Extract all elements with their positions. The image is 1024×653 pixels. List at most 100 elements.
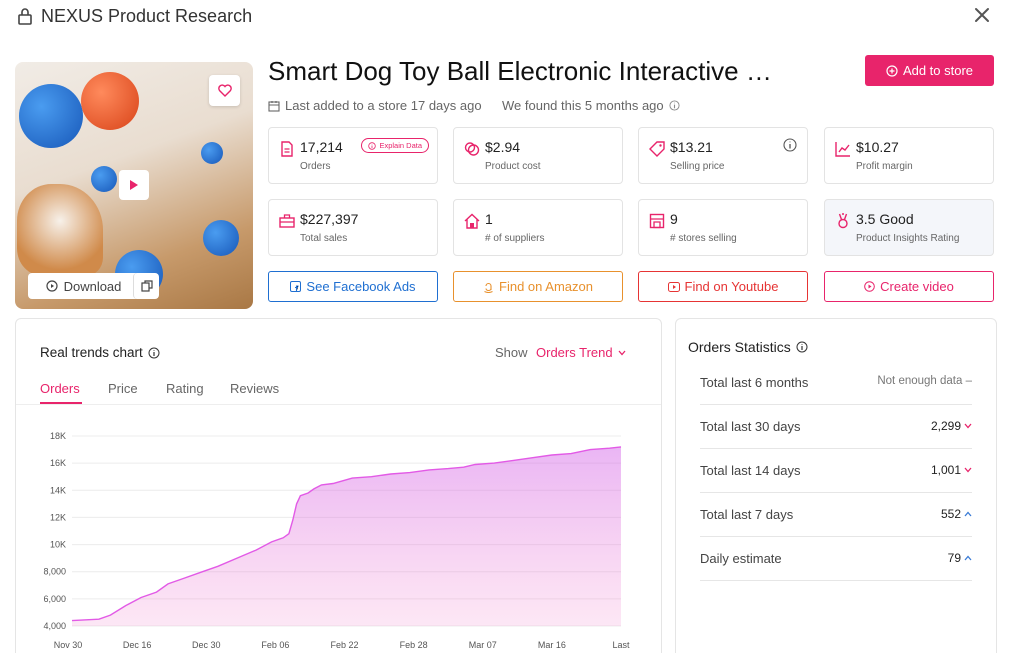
- copy-icon: [140, 280, 153, 292]
- metric-label: Product cost: [485, 161, 541, 172]
- see-facebook-ads-button[interactable]: See Facebook Ads: [268, 271, 438, 302]
- found-text: We found this 5 months ago: [502, 98, 664, 113]
- find-on-amazon-button[interactable]: Find on Amazon: [453, 271, 623, 302]
- stat-value: Not enough data –: [877, 375, 972, 387]
- orders-area: [72, 446, 621, 626]
- metric-card-insights-rating: 3.5 Good Product Insights Rating: [824, 199, 994, 256]
- metric-value: 1: [485, 211, 493, 227]
- product-title: Smart Dog Toy Ball Electronic Interactiv…: [268, 56, 772, 86]
- tab-rating[interactable]: Rating: [166, 381, 204, 396]
- stat-value-text: 1,001: [930, 463, 961, 477]
- metric-card-suppliers: 1 # of suppliers: [453, 199, 623, 256]
- tab-divider: [16, 404, 661, 405]
- metric-value: $13.21: [670, 139, 713, 155]
- price-tag-icon: [649, 141, 665, 157]
- info-icon[interactable]: [148, 347, 160, 359]
- y-tick-label: 4,000: [43, 621, 66, 631]
- stat-row: Daily estimate 79: [700, 537, 972, 581]
- play-icon: [130, 180, 138, 190]
- stat-label: Total last 14 days: [700, 463, 801, 478]
- add-to-store-button[interactable]: Add to store: [865, 55, 994, 86]
- x-axis: Nov 30 Dec 16 Dec 30 Feb 06 Feb 22 Feb 28 Mar …: [54, 640, 630, 650]
- coins-icon: [464, 142, 480, 156]
- orders-statistics-title: Orders Statistics: [688, 339, 808, 355]
- stat-value: 552: [941, 507, 972, 521]
- chevron-down-icon: [618, 350, 626, 355]
- find-on-youtube-label: Find on Youtube: [684, 279, 779, 294]
- found-meta: We found this 5 months ago: [502, 98, 680, 113]
- calendar-icon: [268, 100, 280, 112]
- create-video-label: Create video: [880, 279, 954, 294]
- stat-value: 2,299: [931, 419, 972, 433]
- title-bar: NEXUS Product Research: [0, 0, 1024, 34]
- metric-card-selling-price: $13.21 Selling price: [638, 127, 808, 184]
- create-video-button[interactable]: Create video: [824, 271, 994, 302]
- see-facebook-ads-label: See Facebook Ads: [306, 279, 416, 294]
- close-icon[interactable]: [972, 5, 992, 25]
- show-label: Show: [495, 345, 528, 360]
- info-icon[interactable]: [783, 138, 797, 152]
- y-axis: 4,000 6,000 8,000 10K 12K 14K 16K 18K: [43, 431, 66, 631]
- play-video-button[interactable]: [119, 170, 149, 200]
- info-icon[interactable]: [796, 341, 808, 353]
- favorite-button[interactable]: [209, 75, 240, 106]
- x-tick-label: Feb 06: [261, 640, 289, 650]
- tab-orders[interactable]: Orders: [40, 381, 80, 396]
- home-icon: [464, 213, 480, 229]
- x-tick-label: Dec 16: [123, 640, 152, 650]
- metric-label: # stores selling: [670, 233, 737, 244]
- metric-value: 17,214: [300, 139, 343, 155]
- y-tick-label: 12K: [50, 512, 66, 522]
- orders-statistics-panel: [675, 318, 997, 653]
- stat-label: Total last 7 days: [700, 507, 794, 522]
- facebook-icon: [290, 281, 302, 292]
- metric-value: $2.94: [485, 139, 521, 155]
- trends-title-text: Real trends chart: [40, 345, 143, 360]
- copy-button[interactable]: [133, 273, 159, 299]
- window-title: NEXUS Product Research: [41, 6, 253, 26]
- stat-value: 79: [948, 551, 972, 565]
- y-tick-label: 6,000: [43, 594, 66, 604]
- stat-label: Total last 6 months: [700, 375, 809, 390]
- active-tab-indicator: [40, 402, 82, 404]
- info-icon[interactable]: [669, 100, 680, 111]
- trend-chart-icon: [835, 142, 850, 157]
- stat-row: Total last 7 days 552: [700, 493, 972, 537]
- amazon-icon: [484, 282, 493, 293]
- blue-ball: [19, 84, 83, 148]
- orders-line: [71, 446, 622, 622]
- trends-title: Real trends chart: [40, 345, 160, 360]
- trend-selector[interactable]: Orders Trend: [536, 345, 626, 360]
- store-icon: [649, 213, 665, 229]
- add-to-store-label: Add to store: [902, 63, 974, 78]
- x-tick-label: Feb 28: [400, 640, 428, 650]
- metric-label: # of suppliers: [485, 233, 545, 244]
- metric-value: $10.27: [856, 139, 899, 155]
- y-tick-label: 16K: [50, 458, 66, 468]
- stat-row: Total last 14 days 1,001: [700, 449, 972, 493]
- orders-trend-chart: 4,000 6,000 8,000 10K 12K 14K 16K 18K Nov 30 Dec…: [43, 431, 630, 650]
- metric-label: Product Insights Rating: [856, 233, 960, 244]
- metric-card-profit-margin: $10.27 Profit margin: [824, 127, 994, 184]
- metric-label: Total sales: [300, 233, 348, 244]
- info-icon: [368, 141, 377, 150]
- document-icon: [281, 141, 293, 157]
- orders-statistics-title-text: Orders Statistics: [688, 339, 791, 355]
- find-on-amazon-label: Find on Amazon: [499, 279, 593, 294]
- chevron-down-icon: [964, 423, 972, 429]
- stat-value-text: 2,299: [930, 419, 961, 433]
- metric-label: Profit margin: [856, 161, 913, 172]
- metric-label: Selling price: [670, 161, 725, 172]
- x-tick-label: Dec 30: [192, 640, 221, 650]
- last-added-text: Last added to a store 17 days ago: [285, 98, 482, 113]
- briefcase-icon: [279, 214, 295, 228]
- tab-reviews[interactable]: Reviews: [230, 381, 280, 396]
- x-tick-label: Feb 22: [330, 640, 358, 650]
- download-button[interactable]: Download: [28, 273, 139, 299]
- metric-card-stores-selling: 9 # stores selling: [638, 199, 808, 256]
- tab-price[interactable]: Price: [108, 381, 138, 396]
- stat-value: 1,001: [931, 463, 972, 477]
- find-on-youtube-button[interactable]: Find on Youtube: [638, 271, 808, 302]
- explain-data-button[interactable]: Explain Data: [361, 138, 429, 153]
- youtube-icon: [667, 281, 680, 292]
